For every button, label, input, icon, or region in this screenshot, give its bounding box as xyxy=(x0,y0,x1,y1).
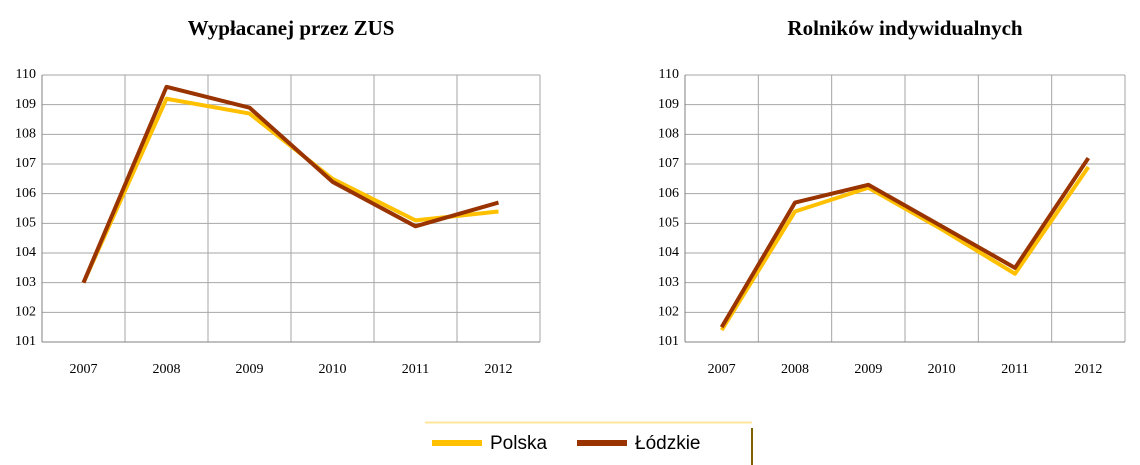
series-line xyxy=(81,84,500,284)
series-line xyxy=(719,165,1090,332)
x-tick-label: 2012 xyxy=(1074,362,1102,377)
x-tick-label: 2010 xyxy=(928,362,956,377)
chart-title: Wypłacanej przez ZUS xyxy=(188,16,395,40)
x-tick-label: 2008 xyxy=(153,362,181,377)
y-tick-label: 101 xyxy=(658,334,679,349)
y-tick-label: 104 xyxy=(658,245,679,260)
y-tick-label: 110 xyxy=(659,67,679,82)
y-tick-label: 108 xyxy=(658,127,679,142)
chart-title: Rolników indywidualnych xyxy=(787,16,1022,40)
x-tick-label: 2007 xyxy=(70,362,98,377)
x-tick-label: 2009 xyxy=(854,362,882,377)
y-tick-label: 103 xyxy=(658,275,679,290)
x-tick-label: 2007 xyxy=(708,362,736,377)
x-tick-label: 2010 xyxy=(319,362,347,377)
y-tick-label: 105 xyxy=(15,216,36,231)
series-line xyxy=(719,156,1090,329)
y-tick-label: 107 xyxy=(658,156,679,171)
y-tick-label: 105 xyxy=(658,216,679,231)
legend-label: Łódzkie xyxy=(635,433,701,454)
y-tick-label: 101 xyxy=(15,334,36,349)
y-tick-label: 104 xyxy=(15,245,36,260)
x-tick-label: 2009 xyxy=(236,362,264,377)
y-tick-label: 109 xyxy=(15,97,36,112)
y-tick-label: 106 xyxy=(658,186,679,201)
x-tick-label: 2011 xyxy=(1001,362,1028,377)
legend-label: Polska xyxy=(490,433,547,454)
y-tick-label: 110 xyxy=(16,67,36,82)
y-tick-label: 106 xyxy=(15,186,36,201)
x-tick-label: 2011 xyxy=(402,362,429,377)
y-tick-label: 102 xyxy=(15,305,36,320)
x-tick-label: 2008 xyxy=(781,362,809,377)
y-tick-label: 102 xyxy=(658,305,679,320)
x-tick-label: 2012 xyxy=(485,362,513,377)
y-tick-label: 109 xyxy=(658,97,679,112)
y-tick-label: 103 xyxy=(15,275,36,290)
y-tick-label: 108 xyxy=(15,127,36,142)
y-tick-label: 107 xyxy=(15,156,36,171)
